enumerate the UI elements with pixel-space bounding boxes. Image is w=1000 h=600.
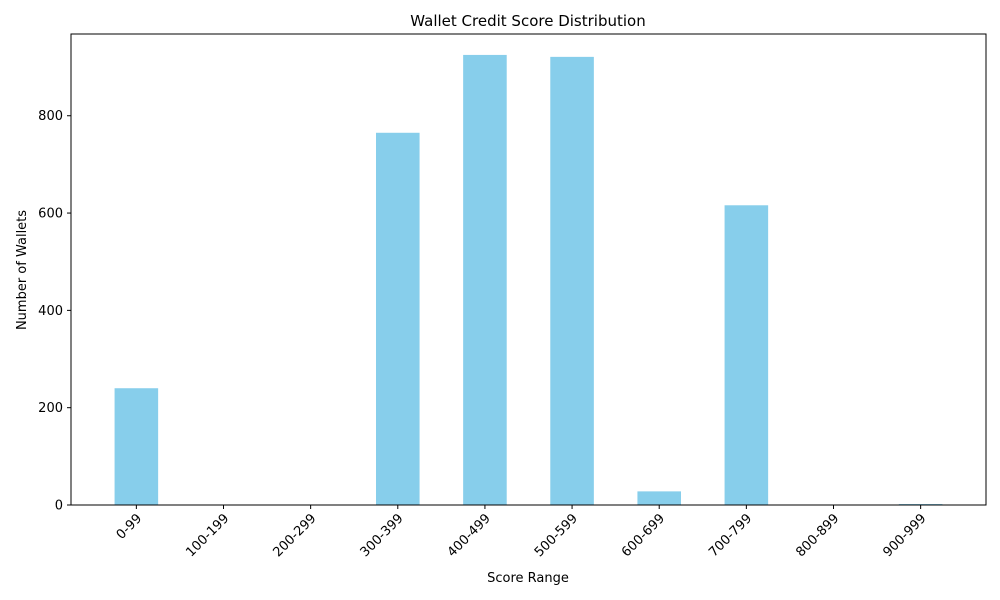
bar-500-599 (550, 56, 594, 505)
y-tick-label: 0 (55, 499, 63, 514)
chart-title: Wallet Credit Score Distribution (410, 12, 645, 30)
y-axis: 0 200 400 600 800 (38, 109, 71, 514)
bar-600-699 (637, 491, 681, 505)
plot-frame (70, 33, 987, 506)
bar-0-99 (114, 388, 159, 505)
y-tick-label: 200 (38, 401, 63, 416)
x-tick-label: 200-299 (270, 511, 319, 560)
x-tick-label: 100-199 (183, 511, 232, 560)
y-axis-label: Number of Wallets (15, 210, 30, 330)
bar-700-799 (724, 205, 769, 506)
y-tick-label: 800 (38, 109, 63, 124)
x-tick-label: 500-599 (532, 511, 581, 560)
x-tick-label: 400-499 (445, 511, 494, 560)
x-tick-label: 700-799 (706, 511, 755, 560)
x-tick-label: 0-99 (114, 511, 145, 542)
y-tick-label: 600 (38, 207, 63, 222)
x-tick-label: 900-999 (880, 511, 929, 560)
bar-300-399 (376, 132, 420, 506)
y-tick-label: 400 (38, 304, 63, 319)
bars-group (114, 54, 943, 506)
x-tick-label: 600-699 (619, 511, 668, 560)
x-tick-label: 800-899 (793, 511, 842, 560)
x-axis: 0-99 100-199 200-299 300-399 400-499 500-599 6… (114, 505, 929, 560)
x-tick-label: 300-399 (358, 511, 407, 560)
x-axis-label: Score Range (487, 571, 569, 586)
bar-400-499 (463, 54, 507, 506)
